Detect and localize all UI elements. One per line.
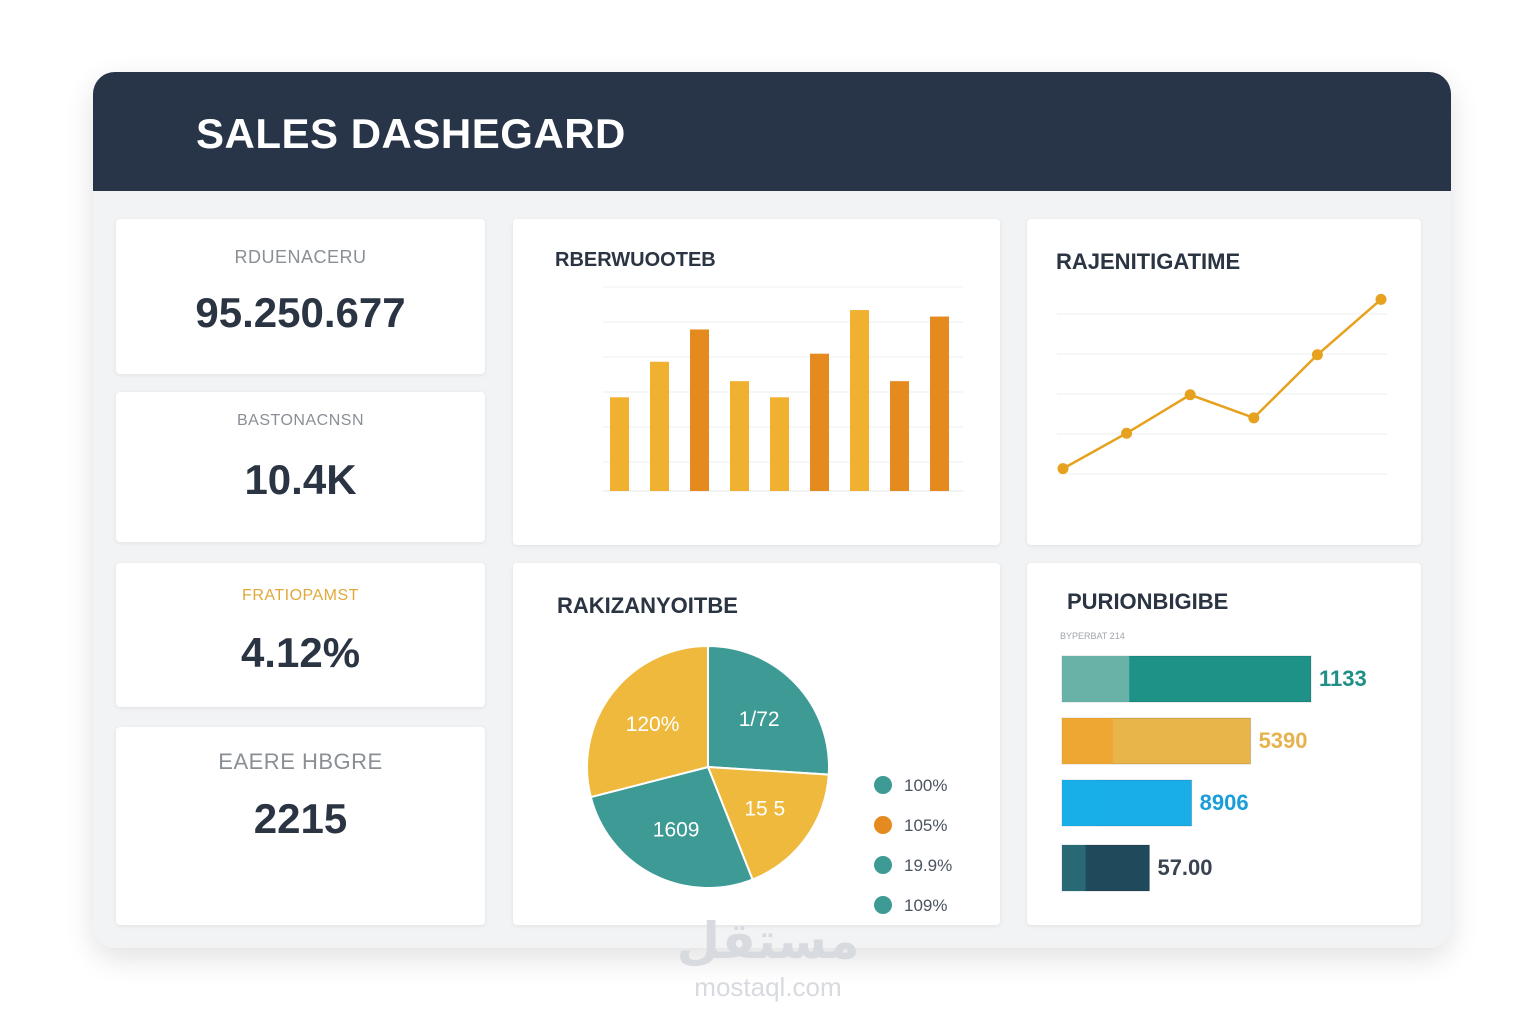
- bar: [610, 397, 629, 491]
- hbar-value-label: 57.00: [1157, 855, 1212, 880]
- kpi-card-ratio: FRATIOPAMST 4.12%: [116, 563, 485, 707]
- kpi-value: 4.12%: [240, 629, 361, 676]
- line-chart-card: RAJENITIGATIME: [1027, 219, 1421, 545]
- hbar-accent: [1062, 845, 1086, 891]
- hbar-accent: [1062, 780, 1098, 826]
- data-point: [1184, 389, 1196, 401]
- bar: [690, 329, 709, 491]
- data-point: [1057, 463, 1069, 475]
- bar-chart-card: RBERWUOOTEB: [513, 219, 1000, 545]
- bar: [730, 381, 749, 491]
- kpi-label: FRATIOPAMST: [242, 587, 359, 604]
- hbar-value-label: 1133: [1319, 666, 1367, 691]
- hbar-chart-subtitle: BYPERBAT 214: [1060, 631, 1125, 641]
- bar: [810, 353, 829, 491]
- bar: [770, 397, 789, 491]
- hbar-value-label: 8906: [1200, 790, 1249, 815]
- pie-slice-label: 1609: [653, 819, 700, 842]
- hbar-chart-card: PURIONBIGIBE BYPERBAT 214 1133 5390 8906 57…: [1027, 563, 1421, 925]
- watermark-logo: مستقل: [676, 913, 860, 969]
- bar-chart-title: RBERWUOOTEB: [555, 249, 716, 271]
- header-bar: SALES DASHEGARD: [93, 72, 1451, 191]
- bar: [650, 361, 669, 491]
- data-point: [1121, 427, 1133, 439]
- legend-dot: [874, 776, 892, 794]
- legend-label: 100%: [904, 776, 947, 795]
- pie-slice: [706, 765, 830, 881]
- legend-dot: [874, 856, 892, 874]
- kpi-label: RDUENACERU: [234, 247, 367, 267]
- kpi-card-revenue: RDUENACERU 95.250.677: [116, 219, 485, 374]
- bar: [930, 316, 949, 491]
- pie-chart: 1/72 15 5 1609 120% 100% 105% 19.9% 109%: [586, 644, 952, 915]
- legend-dot: [874, 896, 892, 914]
- line-chart: [1057, 293, 1387, 475]
- legend-label: 19.9%: [904, 856, 952, 875]
- dashboard-window: SALES DASHEGARD RDUENACERU 95.250.677 BA…: [93, 72, 1451, 948]
- bar-chart: [603, 286, 963, 492]
- hbar-accent: [1062, 718, 1113, 764]
- data-point: [1311, 349, 1323, 361]
- pie-slice: [589, 765, 754, 889]
- kpi-card-customers: BASTONACNSN 10.4K: [116, 392, 485, 542]
- legend-label: 105%: [904, 816, 947, 835]
- kpi-value: 10.4K: [244, 456, 357, 503]
- data-point: [1248, 412, 1260, 424]
- legend-label: 109%: [904, 896, 947, 915]
- watermark-url: mostaql.com: [694, 972, 842, 1002]
- bar: [850, 310, 869, 491]
- bar: [890, 381, 909, 491]
- legend-dot: [874, 816, 892, 834]
- pie-slice-label: 1/72: [739, 708, 780, 731]
- hbar-accent: [1062, 656, 1130, 702]
- kpi-card-orders: EAERE HBGRE 2215: [116, 727, 485, 925]
- pie-slice-label: 15 5: [744, 797, 785, 820]
- page-title: SALES DASHEGARD: [196, 110, 626, 157]
- data-point: [1375, 293, 1387, 305]
- pie-slice: [586, 644, 709, 799]
- kpi-value: 2215: [253, 795, 348, 842]
- pie-slice-label: 120%: [626, 713, 680, 736]
- line-chart-title: RAJENITIGATIME: [1056, 249, 1241, 274]
- hbar-chart-title: PURIONBIGIBE: [1067, 589, 1229, 614]
- kpi-label: BASTONACNSN: [236, 412, 364, 429]
- kpi-label: EAERE HBGRE: [218, 749, 383, 774]
- kpi-value: 95.250.677: [195, 289, 406, 336]
- series-line: [1062, 298, 1382, 470]
- pie-chart-card: RAKIZANYOITBE 1/72 15 5 1609 120% 100% 105% 19…: [513, 563, 1000, 925]
- hbar-value-label: 5390: [1259, 728, 1308, 753]
- pie-chart-title: RAKIZANYOITBE: [557, 593, 738, 618]
- hbar-chart: 1133 5390 8906 57.00: [1061, 655, 1367, 892]
- pie-slice: [707, 644, 830, 776]
